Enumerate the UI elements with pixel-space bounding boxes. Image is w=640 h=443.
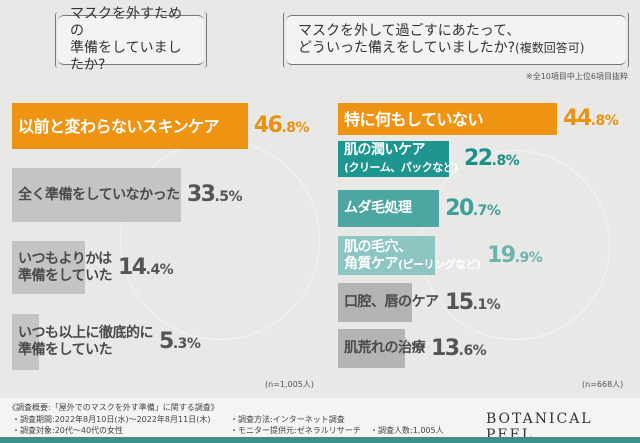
bar-4: [338, 236, 436, 275]
survey-count: ・調査人数:1,005人: [370, 426, 444, 435]
question-2-suffix: (複数回答可): [515, 41, 585, 55]
bar-value: 15.1%: [445, 289, 501, 315]
bar-6: [338, 329, 405, 368]
bar-1: [12, 103, 248, 149]
bar-value: 20.7%: [445, 195, 501, 221]
sample-size-2: (n=668人): [582, 380, 624, 389]
question-1-title: マスクを外すための 準備をしていましたか?: [70, 6, 182, 73]
sample-size-1: (n=1,005人): [265, 380, 314, 389]
bar-label: いつも以上に徹底的に 準備をしていた: [18, 325, 154, 358]
bar-value: 46.8%: [253, 113, 310, 138]
bar-label: いつもよりかは 準備をしていた: [18, 250, 113, 284]
bar-value: 13.6%: [431, 335, 487, 361]
bar-label: 特に何もしていない: [344, 109, 484, 129]
bar-3: [338, 190, 440, 227]
footer-accent-bar: [0, 437, 640, 443]
bar-label: 全く準備をしていなかった: [18, 186, 180, 203]
bar-label: 口腔、唇のケア: [344, 294, 439, 310]
excerpt-note: ※全10項目中上位6項目抜粋: [526, 72, 628, 81]
bar-label: 肌の潤いケア (クリーム、パックなど): [344, 142, 458, 174]
survey-heading: 《調査概要:「屋外でのマスクを外す準備」に関する調査》: [8, 403, 219, 412]
bar-value: 5.3%: [159, 329, 201, 354]
bar-label: 以前と変わらないスキンケア: [18, 116, 220, 136]
bar-label: ムダ毛処理: [344, 200, 412, 216]
bar-value: 14.4%: [118, 254, 174, 280]
bar-2: [338, 141, 450, 177]
bar-value: 19.9%: [487, 242, 543, 268]
question-2-box: マスクを外して過ごすにあたって、 どういった備えをしていましたか?(複数回答可): [283, 12, 629, 68]
bar-4: [12, 314, 39, 370]
survey-provider: ・モニター提供元:ゼネラルリサーチ: [230, 426, 361, 435]
bar-value: 22.8%: [464, 146, 520, 171]
question-2-title: マスクを外して過ごすにあたって、 どういった備えをしていましたか?(複数回答可): [298, 23, 584, 57]
survey-footer: 《調査概要:「屋外でのマスクを外す準備」に関する調査》 ・調査期間:2022年8…: [0, 398, 640, 437]
bar-value: 44.8%: [563, 106, 619, 131]
survey-method: ・調査方法:インターネット調査: [230, 415, 345, 424]
survey-period: ・調査期間:2022年8月10日(水)〜2022年8月11日(木): [12, 415, 211, 424]
bar-2: [12, 168, 181, 222]
bar-3: [12, 241, 85, 294]
question-2-text: マスクを外して過ごすにあたって、 どういった備えをしていましたか?: [298, 23, 521, 56]
question-1-box: マスクを外すための 準備をしていましたか?: [55, 6, 207, 73]
bar-label: 肌荒れの治療: [344, 340, 426, 356]
bar-label: 肌の毛穴、 角質ケア(ピーリングなど): [344, 238, 481, 272]
bar-1: [338, 103, 558, 135]
survey-target: ・調査対象:20代〜40代の女性: [12, 426, 124, 435]
bar-5: [338, 283, 412, 322]
bar-value: 33.5%: [186, 182, 243, 207]
